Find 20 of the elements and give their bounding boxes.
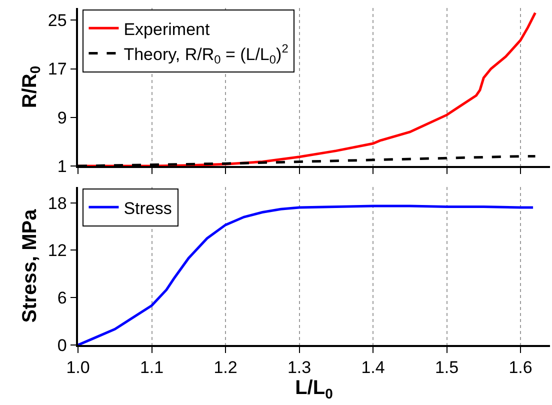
- y-tick-label: 17: [48, 60, 67, 79]
- x-tick-label: 1.1: [140, 358, 164, 378]
- y-axis-title: Stress, MPa: [18, 208, 41, 323]
- y-tick-label: 12: [48, 241, 67, 260]
- x-tick-label: 1.3: [287, 358, 312, 378]
- y-tick-label: 0: [57, 336, 67, 355]
- x-tick-label: 1.4: [361, 358, 385, 378]
- y-tick-label: 6: [57, 288, 67, 308]
- x-tick-label: 1.5: [434, 358, 459, 378]
- y-tick-label: 18: [48, 194, 67, 213]
- x-axis-title: L/L$_{0}$: [295, 377, 334, 402]
- x-tick-label: 1.6: [508, 358, 532, 378]
- legend-label: Stress: [124, 198, 172, 218]
- legend-label: Theory, R/R$_{0}$ = (L/L$_{0}$)$^{2}$: [124, 42, 289, 66]
- y-tick-label: 9: [57, 108, 67, 128]
- y-tick-label: 1: [57, 156, 67, 176]
- y-tick-label: 25: [48, 11, 67, 30]
- legend-label: Experiment: [124, 20, 210, 39]
- x-tick-label: 1.2: [214, 358, 238, 378]
- x-tick-label: 1.0: [66, 358, 90, 378]
